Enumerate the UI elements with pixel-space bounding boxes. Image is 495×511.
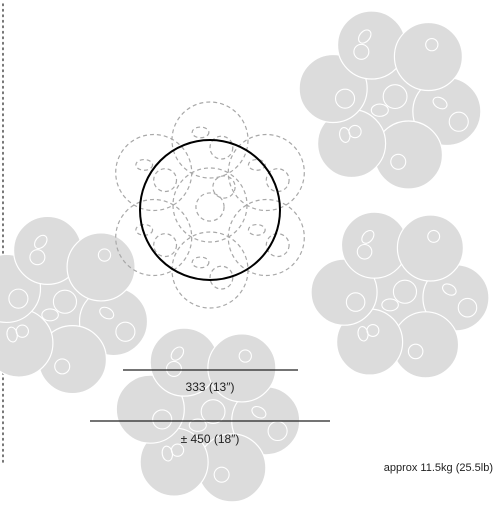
weight-label: approx 11.5kg (25.5lb) [384,462,493,474]
pot-diameter-circle [139,139,281,281]
flower-cluster-icon [310,211,490,379]
flower-cluster-icon [298,10,482,190]
flower-cluster-icon [115,327,301,503]
inner-dimension-label: 333 (13″) [186,380,235,394]
dashed-flower-outline-icon [115,101,305,309]
outer-dimension-label: ± 450 (18″) [181,432,240,446]
flower-cluster-icon [0,215,149,395]
filled-flower-clusters [0,10,490,503]
